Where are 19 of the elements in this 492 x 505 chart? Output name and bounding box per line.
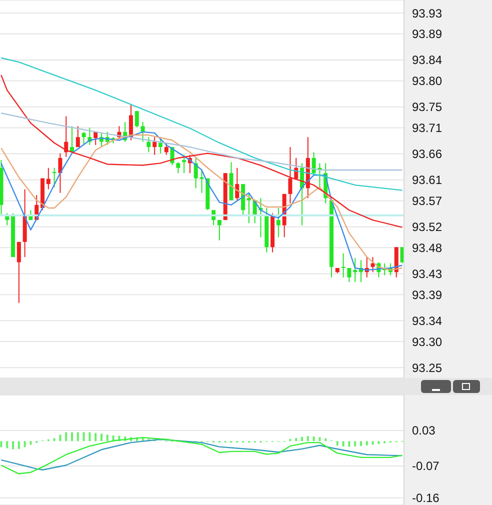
y-tick-label: -0.07	[412, 459, 440, 474]
y-tick-label: 93.48	[412, 240, 442, 255]
y-tick-label: 93.39	[412, 288, 442, 302]
y-tick-label: 93.25	[412, 360, 442, 375]
y-tick-label: 93.80	[412, 74, 442, 88]
y-tick-label: 93.61	[412, 173, 442, 188]
y-tick-label: 93.84	[412, 53, 442, 68]
y-tick-label: 93.89	[412, 27, 442, 42]
y-tick-label: 93.57	[412, 194, 442, 208]
y-tick-label: 93.93	[412, 6, 442, 20]
y-tick-label: 93.66	[412, 147, 442, 162]
y-tick-label: 93.71	[412, 121, 442, 135]
y-tick-label: -0.16	[412, 491, 440, 505]
y-tick-label: 93.34	[412, 314, 442, 328]
y-tick-label: 0.03	[412, 424, 436, 438]
y-tick-label: 93.52	[412, 220, 442, 234]
y-tick-label: 93.30	[412, 334, 442, 349]
y-tick-label: 93.75	[412, 100, 442, 114]
y-tick-label: 93.43	[412, 266, 442, 281]
